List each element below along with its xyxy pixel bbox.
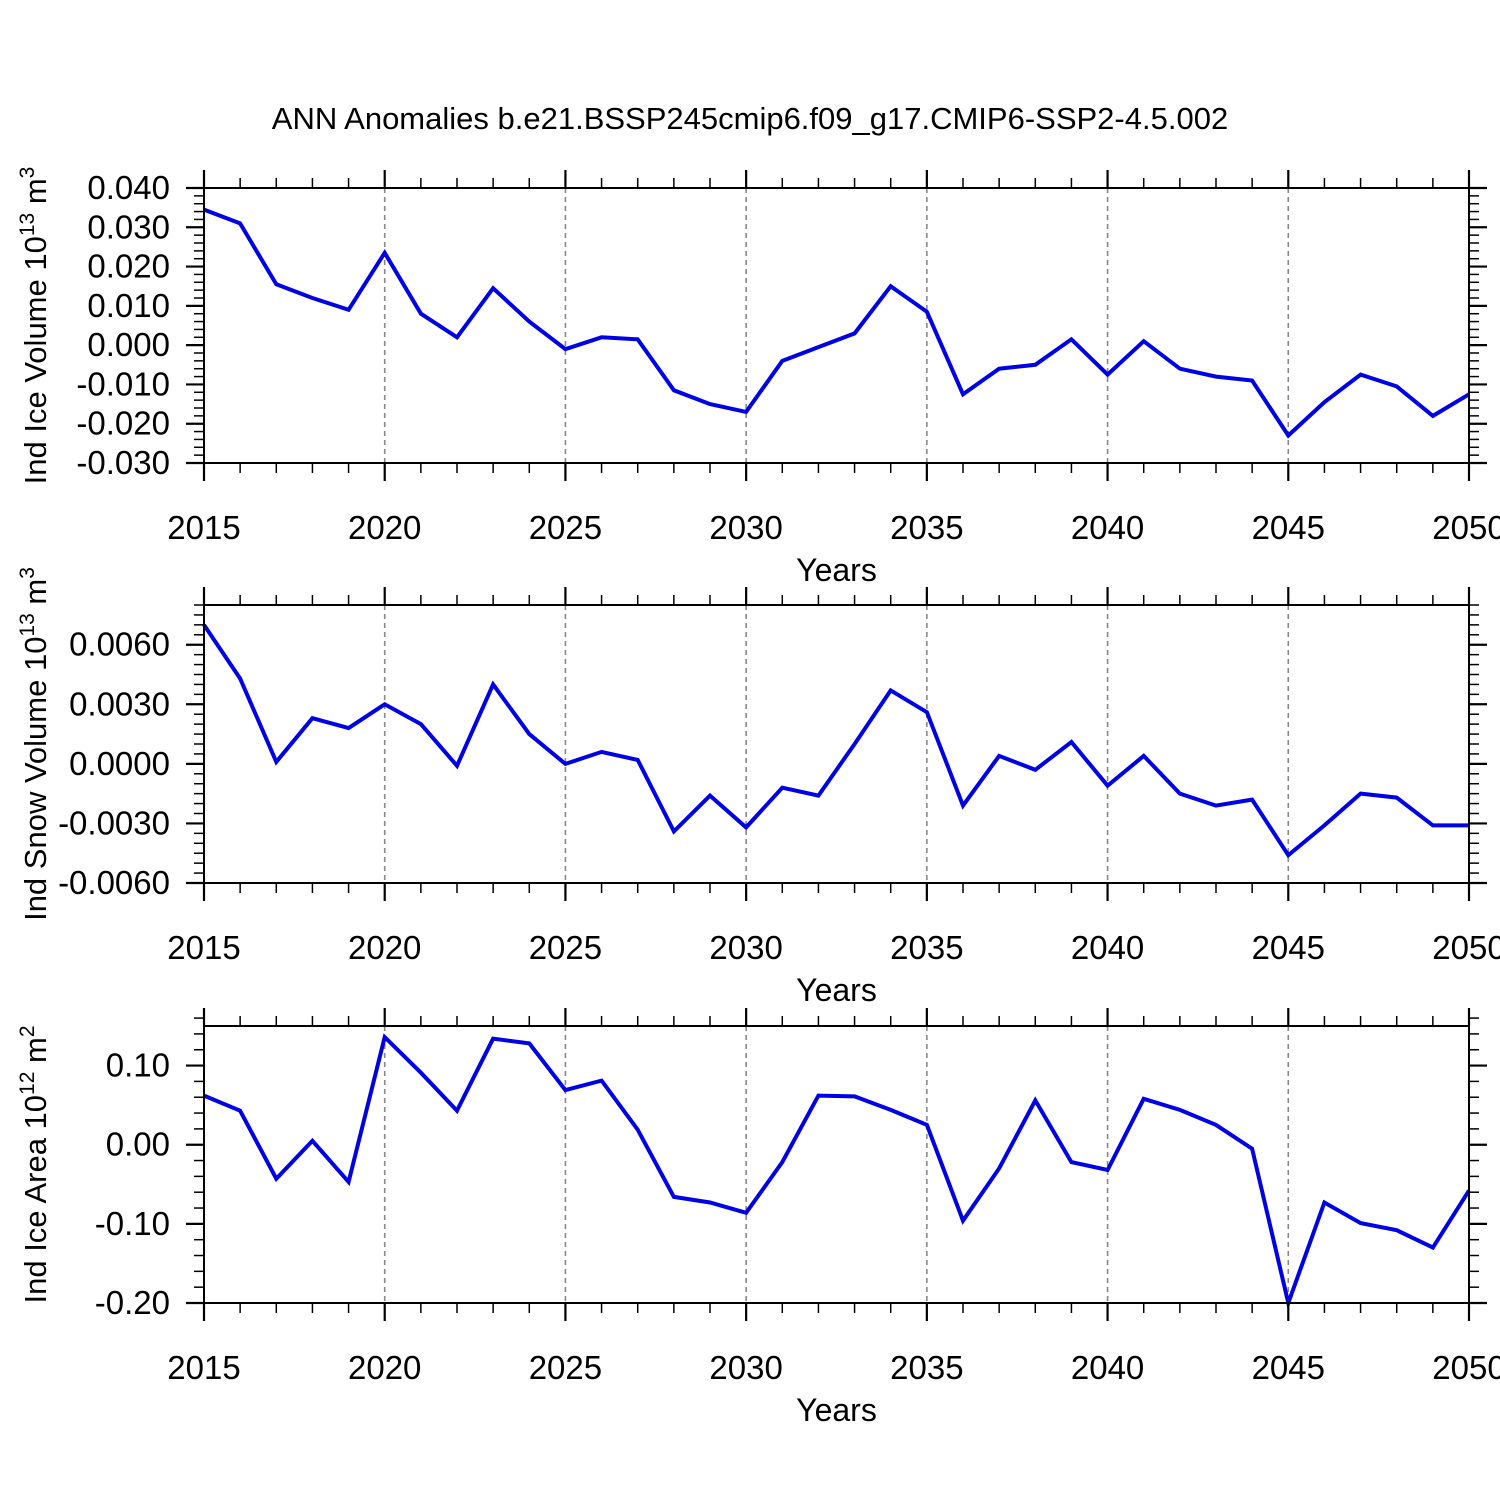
- y-tick-label: 0.000: [87, 326, 170, 363]
- x-tick-label: 2040: [1071, 1349, 1144, 1386]
- y-tick-label: -0.0060: [58, 864, 170, 901]
- ind-snow-volume-line: [202, 623, 1469, 859]
- x-tick-label: 2035: [890, 509, 963, 546]
- x-tick-label: 2045: [1252, 929, 1325, 966]
- y-tick-label: -0.020: [76, 405, 170, 442]
- y-tick-label: -0.10: [95, 1205, 170, 1242]
- panel-ind-ice-area: 0.10 0.00 -0.10 -0.20 2015 2020 2025 2030 2035 20…: [16, 1008, 1500, 1428]
- panel-frame: [203, 187, 1470, 464]
- panel-ind-ice-volume: 0.0400.0300.0200.0100.000-0.010-0.020-0.…: [16, 167, 1500, 588]
- x-tick-label: 2015: [167, 929, 240, 966]
- y-tick-label: 0.10: [106, 1047, 170, 1084]
- x-tick-label: 2025: [529, 509, 602, 546]
- x-tick-label: 2035: [890, 929, 963, 966]
- y-tick-label: 0.00: [106, 1126, 170, 1163]
- panel-frame: [203, 1025, 1470, 1304]
- y-tick-label: 0.010: [87, 287, 170, 324]
- x-tick-label: 2050: [1432, 1349, 1500, 1386]
- y-tick-label: 0.0030: [69, 685, 170, 722]
- chart-title: ANN Anomalies b.e21.BSSP245cmip6.f09_g17…: [272, 101, 1228, 136]
- y-tick-label: -0.030: [76, 444, 170, 481]
- ind-ice-volume-line: [203, 207, 1471, 439]
- chart-panels: 0.0400.0300.0200.0100.000-0.010-0.020-0.…: [16, 167, 1500, 1428]
- y-axis-title: Ind Ice Volume 1013 m3: [16, 167, 53, 485]
- y-tick-label: 0.030: [87, 208, 170, 245]
- y-tick-label: 0.020: [87, 248, 170, 285]
- x-tick-label: 2040: [1071, 509, 1144, 546]
- y-tick-label: 0.0060: [69, 626, 170, 663]
- y-tick-label: 0.0000: [69, 745, 170, 782]
- x-tick-label: 2045: [1252, 509, 1325, 546]
- y-tick-label: -0.20: [95, 1284, 170, 1321]
- x-tick-label: 2030: [709, 929, 782, 966]
- x-tick-label: 2030: [709, 1349, 782, 1386]
- x-tick-label: 2050: [1432, 509, 1500, 546]
- x-tick-label: 2020: [348, 929, 421, 966]
- x-tick-label: 2035: [890, 1349, 963, 1386]
- x-axis-title: Years: [796, 1392, 877, 1428]
- x-tick-label: 2015: [167, 1349, 240, 1386]
- x-tick-label: 2030: [709, 509, 782, 546]
- x-axis-title: Years: [796, 552, 877, 588]
- ind-ice-area-line: [203, 1033, 1471, 1311]
- y-tick-label: -0.0030: [58, 804, 170, 841]
- y-tick-label: 0.040: [87, 169, 170, 206]
- x-tick-label: 2040: [1071, 929, 1144, 966]
- x-tick-label: 2025: [529, 1349, 602, 1386]
- y-axis-title: Ind Ice Area 1012 m2: [16, 1025, 53, 1303]
- x-axis-title: Years: [796, 972, 877, 1008]
- x-tick-label: 2015: [167, 509, 240, 546]
- y-axis-title: Ind Snow Volume 1013 m3: [16, 567, 53, 921]
- x-tick-label: 2045: [1252, 1349, 1325, 1386]
- x-tick-label: 2050: [1432, 929, 1500, 966]
- x-tick-label: 2020: [348, 509, 421, 546]
- x-tick-label: 2020: [348, 1349, 421, 1386]
- x-tick-label: 2025: [529, 929, 602, 966]
- panel-ind-snow-volume: 0.0060 0.0030 0.0000 -0.0030 -0.0060 2015 2020…: [16, 567, 1500, 1008]
- y-tick-label: -0.010: [76, 365, 170, 402]
